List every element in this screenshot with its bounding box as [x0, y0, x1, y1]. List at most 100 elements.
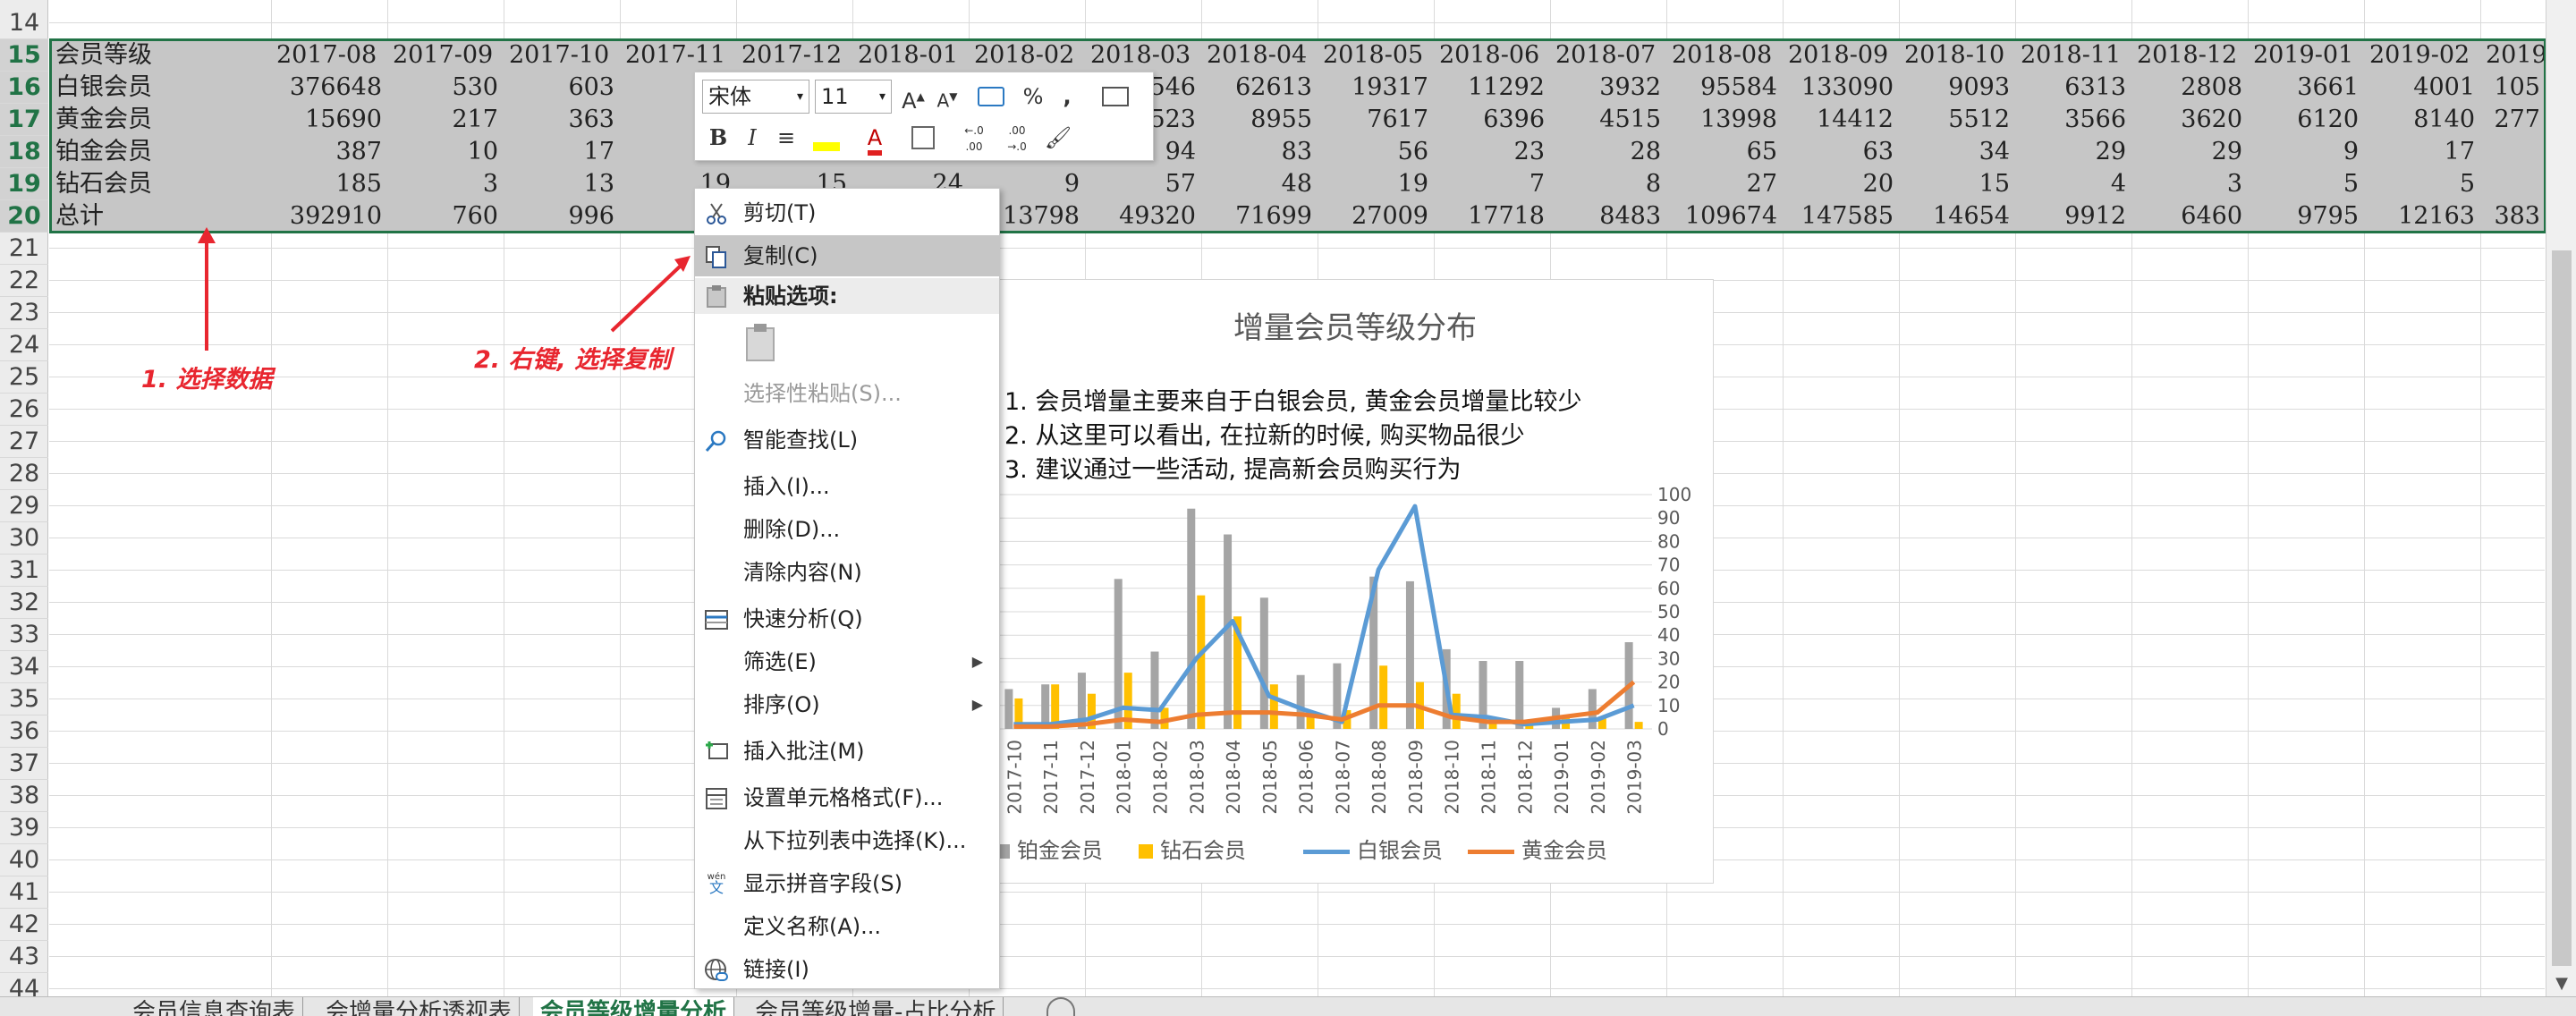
menu-item-clear-contents[interactable]: 清除内容(N) — [695, 552, 999, 593]
value-cell[interactable]: 19317 — [1352, 73, 1428, 101]
row-label-cell[interactable]: 铂金会员 — [55, 138, 152, 165]
value-cell[interactable]: 105 — [2494, 73, 2540, 101]
value-cell[interactable]: 9912 — [2064, 202, 2126, 230]
row-header[interactable]: 43 — [0, 941, 48, 973]
row-header[interactable]: 40 — [0, 844, 48, 876]
menu-item-copy[interactable]: 复制(C) — [695, 235, 999, 276]
value-cell[interactable]: 4515 — [1599, 106, 1661, 133]
italic-button[interactable]: I — [748, 125, 757, 150]
row-header[interactable]: 27 — [0, 426, 48, 458]
value-cell[interactable]: 9 — [1063, 170, 1080, 198]
value-cell[interactable]: 13798 — [1003, 202, 1080, 230]
value-cell[interactable]: 34 — [1979, 138, 2010, 165]
increase-decimal-button[interactable]: ←.0.00 — [954, 121, 994, 155]
decrease-decimal-button[interactable]: .00 →.0 — [997, 121, 1037, 155]
row-header[interactable]: 25 — [0, 361, 48, 394]
menu-item-cut[interactable]: 剪切(T) — [695, 192, 999, 233]
month-header-cell[interactable]: 2018-12 — [2137, 41, 2238, 69]
menu-item-phonetic[interactable]: wén 文 显示拼音字段(S) — [695, 863, 999, 904]
value-cell[interactable]: 29 — [2211, 138, 2242, 165]
value-cell[interactable]: 3932 — [1599, 73, 1661, 101]
value-cell[interactable]: 94 — [1165, 138, 1196, 165]
month-header-cell[interactable]: 2018-09 — [1788, 41, 1889, 69]
menu-item-filter[interactable]: 筛选(E) ▶ — [695, 641, 999, 682]
value-cell[interactable]: 7617 — [1367, 106, 1428, 133]
value-cell[interactable]: 20 — [1862, 170, 1894, 198]
menu-item-sort[interactable]: 排序(O) ▶ — [695, 684, 999, 725]
add-sheet-icon[interactable] — [1046, 997, 1075, 1016]
row-header[interactable]: 20 — [0, 200, 48, 233]
font-size-select[interactable]: 11 ▾ — [815, 80, 892, 114]
selected-range[interactable] — [50, 39, 2546, 233]
month-header-cell[interactable]: 2017-10 — [509, 41, 610, 69]
row-header[interactable]: 24 — [0, 329, 48, 361]
value-cell[interactable]: 387 — [335, 138, 382, 165]
value-cell[interactable]: 8 — [1645, 170, 1661, 198]
month-header-cell[interactable]: 2018-07 — [1555, 41, 1657, 69]
value-cell[interactable]: 6460 — [2181, 202, 2242, 230]
value-cell[interactable]: 4001 — [2413, 73, 2475, 101]
borders-button[interactable] — [901, 121, 945, 155]
row-header[interactable]: 15 — [0, 39, 48, 72]
menu-item-paste-special[interactable]: 选择性粘贴(S)... — [695, 373, 999, 414]
row-header[interactable]: 29 — [0, 490, 48, 522]
value-cell[interactable]: 23 — [1513, 138, 1545, 165]
value-cell[interactable]: 19 — [1397, 170, 1428, 198]
row-header[interactable]: 36 — [0, 715, 48, 748]
row-header[interactable]: 38 — [0, 780, 48, 812]
row-header[interactable]: 42 — [0, 909, 48, 941]
value-cell[interactable]: 8140 — [2413, 106, 2475, 133]
value-cell[interactable]: 603 — [568, 73, 614, 101]
value-cell[interactable]: 49320 — [1119, 202, 1196, 230]
month-header-cell[interactable]: 2018-05 — [1323, 41, 1424, 69]
value-cell[interactable]: 14412 — [1817, 106, 1894, 133]
value-cell[interactable]: 217 — [452, 106, 498, 133]
tab-increment-pivot[interactable]: 会增量分析透视表 — [318, 997, 521, 1016]
value-cell[interactable]: 29 — [2095, 138, 2126, 165]
value-cell[interactable]: 13 — [583, 170, 614, 198]
value-cell[interactable]: 83 — [1281, 138, 1312, 165]
value-cell[interactable]: 5 — [2343, 170, 2359, 198]
row-header[interactable]: 41 — [0, 876, 48, 909]
row-header[interactable]: 33 — [0, 619, 48, 651]
value-cell[interactable]: 523 — [1149, 106, 1196, 133]
value-cell[interactable]: 57 — [1165, 170, 1196, 198]
paste-option-button[interactable] — [743, 321, 786, 368]
month-header-cell[interactable]: 2018-11 — [2021, 41, 2122, 69]
value-cell[interactable]: 4 — [2110, 170, 2126, 198]
row-label-cell[interactable]: 钻石会员 — [55, 170, 152, 198]
menu-item-link[interactable]: 链接(I) — [695, 949, 999, 990]
row-header[interactable]: 14 — [0, 7, 48, 39]
value-cell[interactable]: 8483 — [1599, 202, 1661, 230]
row-header[interactable]: 39 — [0, 812, 48, 844]
scroll-down-arrow-icon[interactable]: ▼ — [2555, 974, 2568, 993]
value-cell[interactable]: 147585 — [1801, 202, 1894, 230]
row-header[interactable]: 28 — [0, 458, 48, 490]
row-header[interactable]: 35 — [0, 683, 48, 715]
value-cell[interactable]: 62613 — [1235, 73, 1312, 101]
menu-item-pick-from-list[interactable]: 从下拉列表中选择(K)... — [695, 820, 999, 861]
value-cell[interactable]: 3 — [2226, 170, 2242, 198]
value-cell[interactable]: 546 — [1149, 73, 1196, 101]
menu-item-smart-lookup[interactable]: 智能查找(L) — [695, 419, 999, 461]
merge-center-button[interactable] — [1089, 80, 1142, 114]
value-cell[interactable]: 6396 — [1483, 106, 1545, 133]
row-header[interactable]: 26 — [0, 394, 48, 426]
value-cell[interactable]: 3566 — [2064, 106, 2126, 133]
menu-item-format-cells[interactable]: 设置单元格格式(F)... — [695, 777, 999, 818]
value-cell[interactable]: 11292 — [1468, 73, 1545, 101]
menu-item-insert-comment[interactable]: 插入批注(M) — [695, 731, 999, 772]
value-cell[interactable]: 8955 — [1250, 106, 1312, 133]
month-header-cell[interactable]: 2019-01 — [2253, 41, 2354, 69]
value-cell[interactable] — [2480, 168, 2546, 200]
value-cell[interactable]: 17 — [2444, 138, 2475, 165]
month-header-cell[interactable]: 2017-08 — [276, 41, 377, 69]
tab-level-share[interactable]: 会员等级增量-占比分析 — [748, 997, 1004, 1016]
value-cell[interactable]: 109674 — [1684, 202, 1777, 230]
font-name-select[interactable]: 宋体 ▾ — [702, 80, 809, 114]
value-cell[interactable]: 185 — [335, 170, 382, 198]
value-cell[interactable]: 7 — [1529, 170, 1545, 198]
value-cell[interactable]: 376648 — [289, 73, 382, 101]
value-cell[interactable]: 95584 — [1700, 73, 1777, 101]
row-label-cell[interactable]: 黄金会员 — [55, 106, 152, 133]
